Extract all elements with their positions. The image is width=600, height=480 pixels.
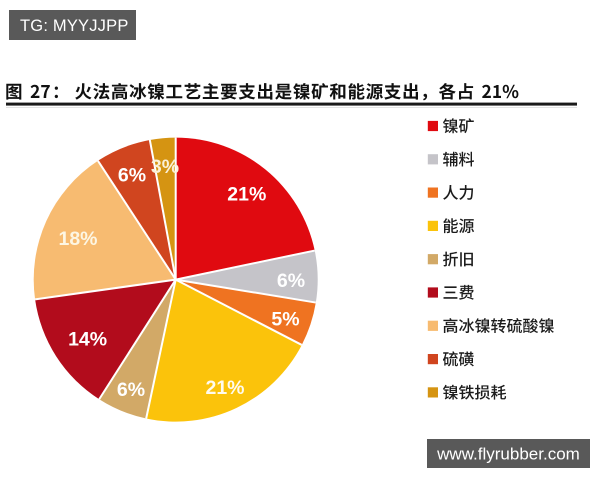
svg-text:18%: 18% [58, 228, 97, 250]
svg-text:5%: 5% [271, 308, 299, 330]
svg-text:3%: 3% [151, 156, 179, 178]
svg-text:6%: 6% [118, 164, 146, 186]
svg-text:21%: 21% [205, 377, 244, 399]
svg-text:www.flyrubber.com: www.flyrubber.com [436, 445, 580, 464]
svg-text:TG: MYYJJPP: TG: MYYJJPP [20, 17, 129, 35]
svg-text:14%: 14% [68, 328, 107, 350]
svg-text:21%: 21% [227, 183, 266, 205]
svg-text:6%: 6% [277, 270, 305, 292]
svg-text:6%: 6% [117, 379, 145, 401]
